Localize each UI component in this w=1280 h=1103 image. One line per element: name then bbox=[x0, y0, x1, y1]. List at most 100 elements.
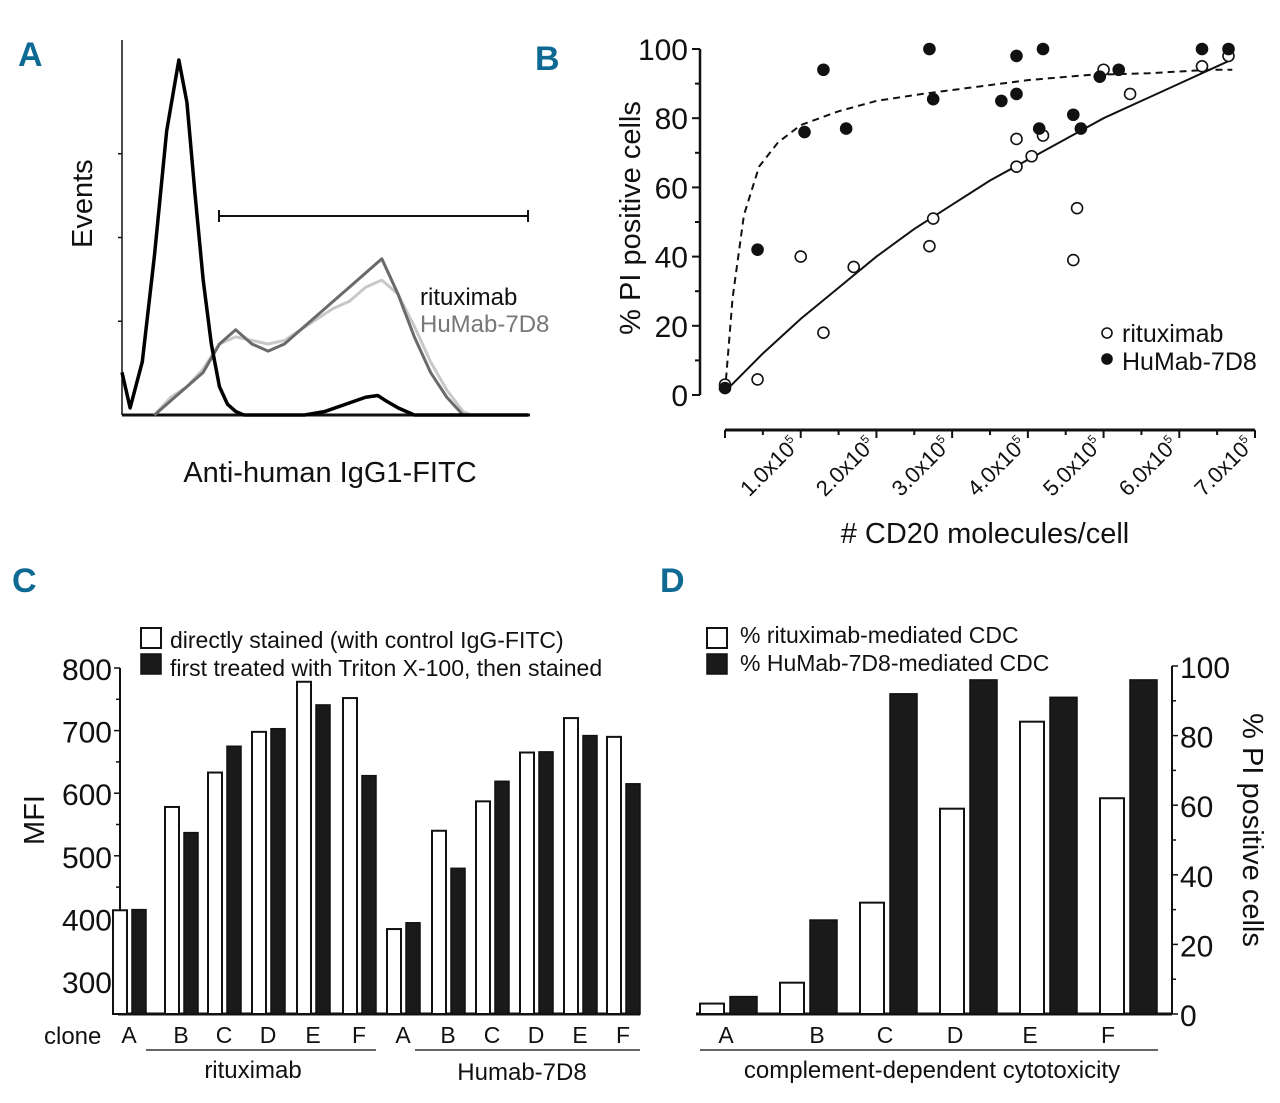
panel-c-group-label-rituximab: rituximab bbox=[204, 1057, 301, 1084]
panel-d-legend-humab: % HuMab-7D8-mediated CDC bbox=[740, 650, 1049, 676]
panel-c-y-tick-label: 700 bbox=[62, 717, 112, 750]
panel-c-category-label: F bbox=[616, 1022, 630, 1048]
panel-c-bar-triton bbox=[494, 780, 510, 1015]
panel-b-y-tick-label: 80 bbox=[655, 103, 688, 136]
panel-c-bar-triton bbox=[582, 734, 598, 1015]
panel-a-xlabel: Anti-human IgG1-FITC bbox=[183, 457, 476, 489]
panel-d-bar-humab bbox=[889, 693, 918, 1015]
panel-c-bar-direct bbox=[251, 730, 267, 1015]
panel-d-bar-chart: % PI positive cells % rituximab-mediated… bbox=[696, 622, 1268, 1084]
panel-d-bar-rituximab bbox=[1099, 797, 1125, 1015]
panel-d-bar-humab bbox=[809, 919, 838, 1015]
panel-c-bar-triton bbox=[226, 745, 242, 1015]
panel-d-bar-rituximab bbox=[859, 901, 885, 1016]
panel-b-point-rituximab bbox=[1070, 201, 1084, 215]
panel-c-bar-direct bbox=[112, 909, 128, 1016]
panel-c-bar-direct bbox=[296, 680, 312, 1015]
panel-b-y-tick-label: 0 bbox=[671, 380, 688, 413]
panel-d-bar-humab bbox=[969, 679, 998, 1015]
panel-d-y-tick-label: 60 bbox=[1180, 791, 1213, 824]
panel-d-category-label: A bbox=[718, 1022, 734, 1048]
panel-a-histogram: Events Anti-human IgG1-FITC rituximab Hu… bbox=[67, 40, 549, 489]
panel-d-bar-rituximab bbox=[939, 807, 965, 1015]
panel-b-point-humab bbox=[751, 243, 764, 256]
panel-d-ylabel: % PI positive cells bbox=[1236, 713, 1268, 947]
panel-b-point-humab bbox=[995, 94, 1008, 108]
panel-letter-a: A bbox=[18, 36, 43, 74]
panel-b-point-humab bbox=[1222, 42, 1235, 56]
panel-b-point-rituximab bbox=[1010, 160, 1023, 173]
panel-d-bar-rituximab bbox=[699, 1002, 725, 1015]
panel-c-bar-direct bbox=[386, 928, 402, 1015]
panel-b-fit-rituximab bbox=[724, 58, 1233, 393]
panel-b-point-rituximab bbox=[923, 239, 936, 253]
panel-c-y-tick-label: 600 bbox=[62, 779, 112, 812]
panel-c-bar-direct bbox=[164, 805, 180, 1015]
panel-b-point-humab bbox=[718, 381, 732, 395]
panel-c-y-tick-label: 800 bbox=[62, 654, 112, 687]
panel-b-point-humab bbox=[1032, 122, 1046, 135]
panel-b-point-rituximab bbox=[847, 260, 861, 274]
panel-c-legend-direct: directly stained (with control IgG-FITC) bbox=[170, 627, 564, 653]
panel-c-category-label: D bbox=[260, 1022, 277, 1048]
panel-b-x-tick-label: 3.0x105 bbox=[887, 432, 956, 501]
panel-d-category-label: D bbox=[947, 1022, 964, 1048]
panel-b-y-tick-label: 20 bbox=[655, 311, 688, 344]
panel-c-bar-chart: MFI directly stained (with control IgG-F… bbox=[19, 627, 641, 1086]
panel-d-legend-rituximab: % rituximab-mediated CDC bbox=[740, 622, 1019, 648]
panel-b-point-humab bbox=[1112, 63, 1126, 77]
panel-d-y-tick-label: 20 bbox=[1180, 930, 1213, 963]
panel-d-y-tick-label: 0 bbox=[1180, 1000, 1197, 1033]
panel-c-y-tick-label: 500 bbox=[62, 842, 112, 875]
panel-c-clone-label: clone bbox=[44, 1023, 101, 1050]
panel-b-point-humab bbox=[923, 42, 936, 56]
panel-b-y-tick-label: 40 bbox=[655, 242, 688, 275]
panel-c-bar-direct bbox=[606, 735, 622, 1015]
panel-b-legend-marker-humab bbox=[1101, 353, 1113, 365]
panel-b-point-rituximab bbox=[1195, 60, 1209, 73]
panel-d-category-label: C bbox=[877, 1022, 894, 1048]
panel-c-category-label: F bbox=[352, 1022, 366, 1048]
panel-d-bar-humab bbox=[729, 995, 758, 1015]
panel-d-bar-humab bbox=[1129, 679, 1158, 1015]
panel-a-series-control bbox=[120, 58, 528, 417]
panel-d-category-label: B bbox=[809, 1022, 824, 1048]
panel-b-point-humab bbox=[1066, 108, 1080, 122]
panel-b-scatter: % PI positive cells # CD20 molecules/cel… bbox=[615, 34, 1259, 550]
panel-b-legend-marker-rituximab bbox=[1101, 327, 1113, 339]
panel-c-y-tick-label: 400 bbox=[62, 904, 112, 937]
panel-c-category-label: C bbox=[216, 1022, 233, 1048]
panel-c-y-tick-label: 300 bbox=[62, 967, 112, 1000]
panel-b-point-humab bbox=[926, 92, 940, 106]
panel-c-bar-triton bbox=[361, 774, 377, 1015]
panel-d-bar-rituximab bbox=[779, 981, 805, 1015]
panel-c-category-label: E bbox=[305, 1022, 320, 1048]
panel-b-x-tick-label: 2.0x105 bbox=[811, 432, 880, 501]
panel-b-legend-humab: HuMab-7D8 bbox=[1122, 348, 1257, 376]
panel-b-point-rituximab bbox=[1066, 253, 1080, 267]
panel-b-point-humab bbox=[1093, 70, 1107, 83]
panel-c-bar-triton bbox=[315, 704, 331, 1015]
panel-c-category-label: A bbox=[121, 1022, 137, 1048]
panel-b-point-humab bbox=[1010, 49, 1023, 63]
panel-b-legend-rituximab: rituximab bbox=[1122, 320, 1223, 348]
panel-a-legend-rituximab: rituximab bbox=[420, 284, 517, 311]
panel-b-point-humab bbox=[1036, 42, 1050, 56]
panel-b-point-rituximab bbox=[1025, 149, 1038, 163]
panel-c-category-label: E bbox=[572, 1022, 587, 1048]
panel-d-legend-swatch-humab bbox=[706, 653, 728, 675]
panel-b-x-tick-label: 5.0x105 bbox=[1038, 432, 1107, 501]
panel-c-bar-triton bbox=[538, 751, 554, 1015]
panel-c-legend-triton: first treated with Triton X-100, then st… bbox=[170, 655, 602, 681]
panel-d-legend-swatch-rituximab bbox=[706, 627, 728, 649]
panel-b-y-tick-label: 60 bbox=[655, 172, 688, 205]
panel-a-ylabel: Events bbox=[67, 159, 99, 248]
panel-a-series-rituximab bbox=[153, 257, 465, 417]
panel-b-point-rituximab bbox=[794, 250, 808, 263]
panel-b-fit-humab bbox=[724, 68, 1233, 392]
panel-letter-b: B bbox=[535, 40, 560, 78]
panel-b-ylabel: % PI positive cells bbox=[615, 101, 647, 335]
panel-c-bar-direct bbox=[519, 751, 535, 1015]
panel-c-bar-direct bbox=[475, 800, 491, 1016]
